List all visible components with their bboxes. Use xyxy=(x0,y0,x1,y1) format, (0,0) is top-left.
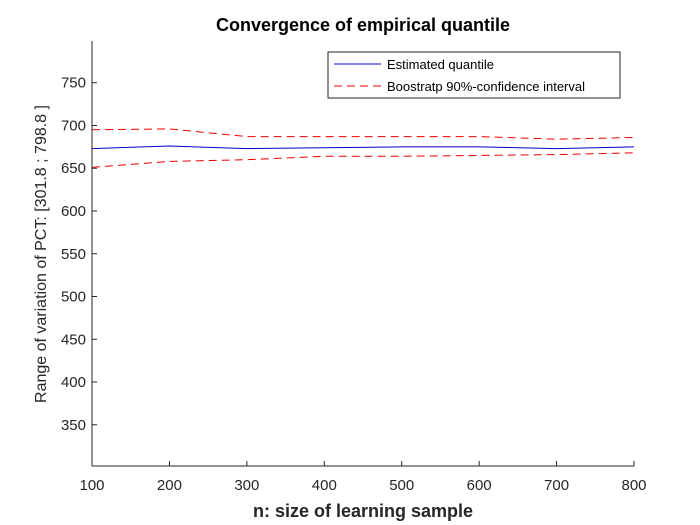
ticks-layer: 100 200 300 400 500 600 700 800 350 400 450 500 550 6… xyxy=(61,75,647,494)
series-layer xyxy=(91,128,635,168)
y-tick-label: 400 xyxy=(61,374,86,391)
x-tick-label: 300 xyxy=(234,477,259,494)
legend-label-estimated-quantile: Estimated quantile xyxy=(387,57,494,72)
x-tick-label: 600 xyxy=(467,477,492,494)
legend-box xyxy=(327,51,621,99)
x-tick-label: 800 xyxy=(621,477,646,494)
x-tick-label: 500 xyxy=(389,477,414,494)
y-tick-label: 450 xyxy=(61,331,86,348)
legend: Estimated quantile Boostratp 90%-confide… xyxy=(327,51,621,99)
plot-area xyxy=(92,41,634,466)
legend-label-confidence-interval: Boostratp 90%-confidence interval xyxy=(387,79,585,94)
y-tick-label: 600 xyxy=(61,203,86,220)
y-tick-label: 500 xyxy=(61,289,86,306)
x-axis-label: n: size of learning sample xyxy=(253,501,473,521)
x-tick-label: 400 xyxy=(312,477,337,494)
y-axis-label: Range of variation of PCT: [301.8 ; 798.… xyxy=(33,105,50,403)
x-tick-label: 100 xyxy=(79,477,104,494)
y-tick-label: 750 xyxy=(61,75,86,92)
y-tick-label: 700 xyxy=(61,117,86,134)
y-tick-label: 350 xyxy=(61,417,86,434)
series-line-0 xyxy=(91,145,635,150)
chart-title: Convergence of empirical quantile xyxy=(216,15,510,35)
x-tick-label: 700 xyxy=(544,477,569,494)
y-tick-label: 550 xyxy=(61,246,86,263)
x-tick-label: 200 xyxy=(157,477,182,494)
y-tick-label: 650 xyxy=(61,160,86,177)
